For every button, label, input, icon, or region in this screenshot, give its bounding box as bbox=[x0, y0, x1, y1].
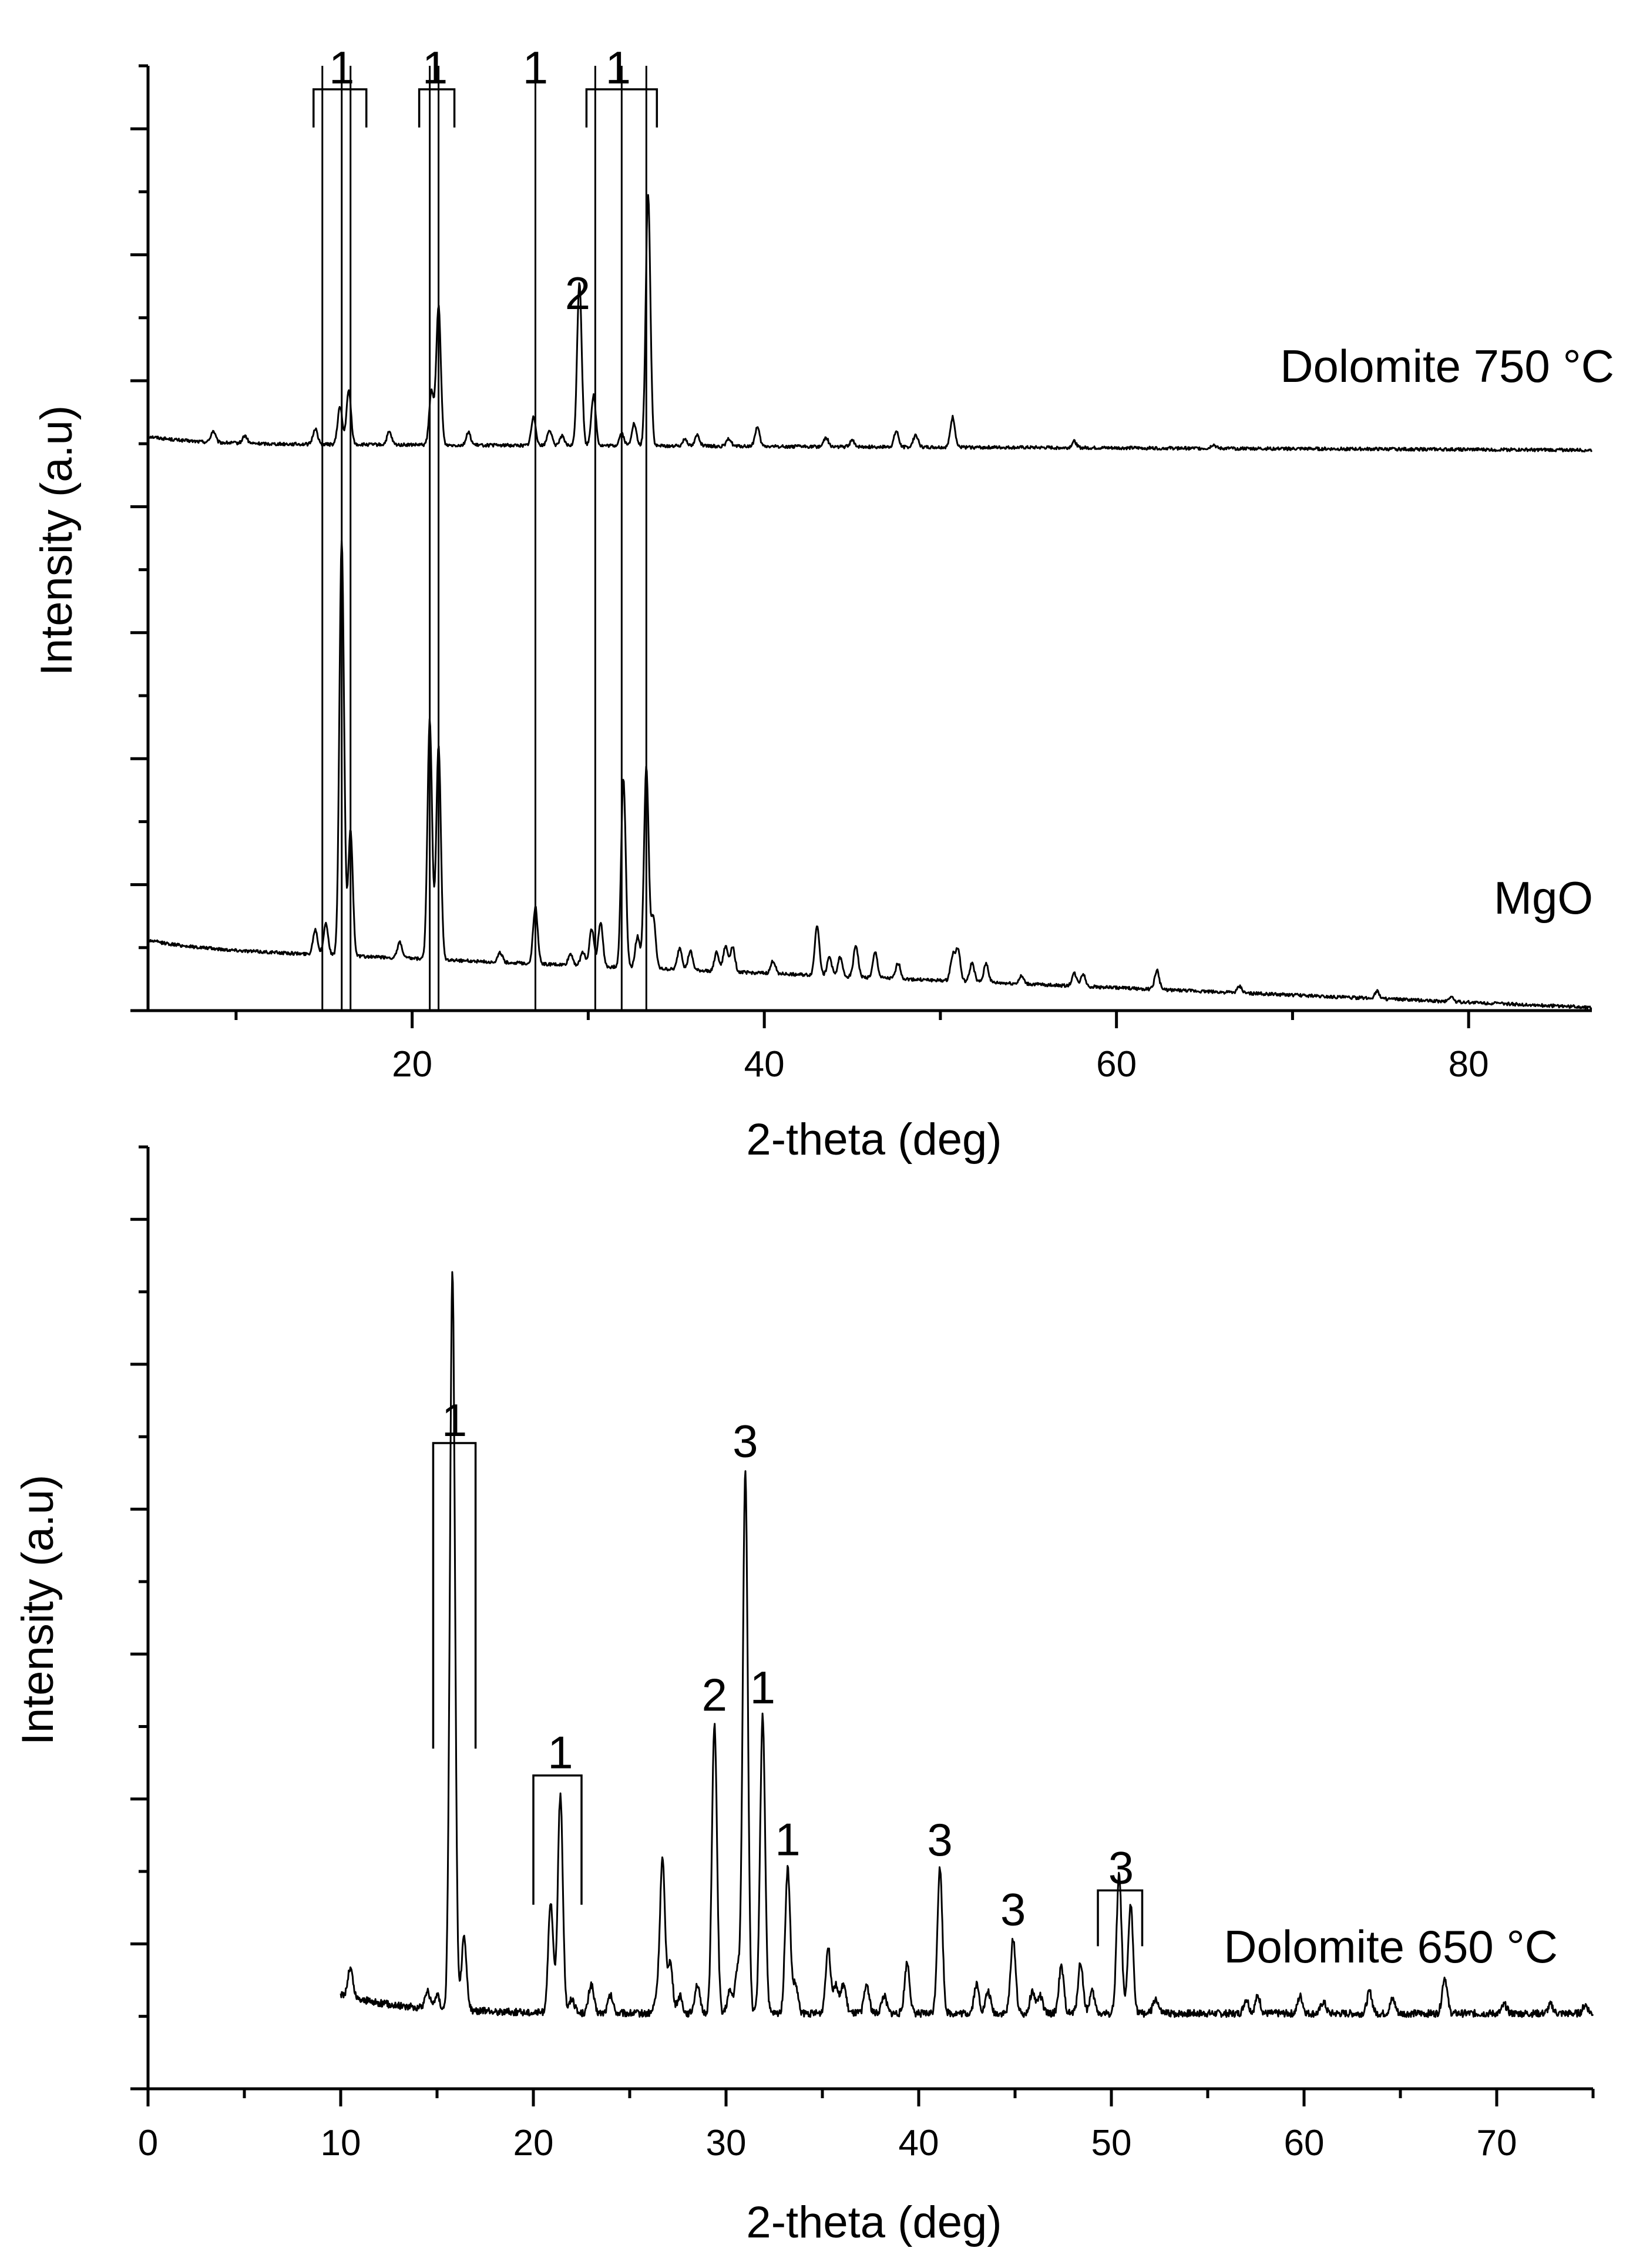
peak-label: 1 bbox=[750, 1662, 775, 1713]
series-label-mgo: MgO bbox=[1494, 872, 1593, 924]
xrd-trace bbox=[340, 1271, 1594, 2018]
bottom-y-axis-title: Intensity (a.u) bbox=[13, 1475, 63, 1745]
peak-label: 3 bbox=[1000, 1884, 1026, 1935]
x-tick-label: 20 bbox=[513, 2123, 554, 2163]
series-label-dolomite-650: Dolomite 650 °C bbox=[1224, 1921, 1558, 1972]
peak-label: 1 bbox=[775, 1814, 800, 1866]
top-traces bbox=[147, 194, 1593, 1010]
peak-bracket bbox=[432, 1442, 477, 1749]
top-xrd-panel: 1 1 1 1 2 20 40 60 80 2-theta (deg) Intensity (… bbox=[32, 42, 1614, 1165]
top-x-axis-title: 2-theta (deg) bbox=[746, 1115, 1002, 1165]
top-peak-annotations: 1 1 1 1 2 bbox=[313, 42, 658, 319]
peak-label: 3 bbox=[1108, 1841, 1134, 1893]
peak-bracket bbox=[313, 88, 368, 128]
x-tick-label: 20 bbox=[392, 1044, 432, 1085]
x-tick-label: 80 bbox=[1449, 1044, 1489, 1085]
bottom-traces bbox=[340, 1271, 1594, 2018]
x-tick-label: 50 bbox=[1091, 2123, 1132, 2163]
peak-bracket bbox=[1097, 1889, 1144, 1947]
peak-label: 1 bbox=[523, 42, 548, 93]
xrd-trace bbox=[147, 540, 1592, 1010]
x-tick-label: 40 bbox=[744, 1044, 785, 1085]
x-tick-label: 70 bbox=[1477, 2123, 1517, 2163]
top-reference-lines bbox=[321, 66, 647, 1011]
top-y-axis-title: Intensity (a.u) bbox=[32, 405, 82, 676]
x-tick-label: 0 bbox=[138, 2123, 158, 2163]
xrd-trace bbox=[147, 194, 1593, 452]
x-tick-label: 60 bbox=[1096, 1044, 1137, 1085]
bottom-axes bbox=[130, 1145, 1595, 2106]
peak-label: 2 bbox=[702, 1669, 727, 1721]
x-tick-label: 30 bbox=[706, 2123, 747, 2163]
bottom-x-tick-labels: 0 10 20 30 40 50 60 70 bbox=[138, 2123, 1517, 2163]
series-label-dolomite-750: Dolomite 750 °C bbox=[1280, 340, 1614, 392]
peak-label: 1 bbox=[606, 42, 631, 93]
peak-label: 3 bbox=[927, 1814, 952, 1866]
x-tick-label: 40 bbox=[899, 2123, 939, 2163]
peak-label: 2 bbox=[565, 267, 590, 319]
peak-bracket bbox=[585, 88, 658, 128]
top-x-tick-labels: 20 40 60 80 bbox=[392, 1044, 1489, 1085]
x-tick-label: 60 bbox=[1284, 2123, 1325, 2163]
top-axes bbox=[130, 64, 1592, 1028]
peak-label: 1 bbox=[329, 42, 354, 93]
peak-label: 1 bbox=[547, 1727, 573, 1779]
peak-bracket bbox=[418, 88, 456, 128]
peak-label: 1 bbox=[442, 1394, 467, 1446]
x-tick-label: 10 bbox=[321, 2123, 361, 2163]
bottom-x-axis-title: 2-theta (deg) bbox=[746, 2197, 1002, 2247]
peak-label: 1 bbox=[422, 42, 448, 93]
peak-label: 3 bbox=[733, 1415, 758, 1467]
peak-bracket bbox=[532, 1774, 583, 1905]
